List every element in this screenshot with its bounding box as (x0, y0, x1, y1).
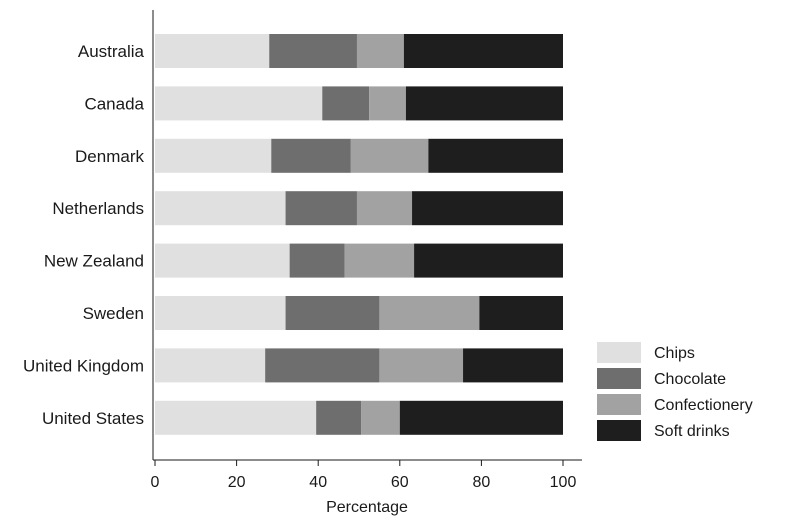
bar-segment (405, 86, 563, 121)
bar-segment (155, 138, 272, 173)
bar-segment (379, 296, 480, 330)
bar-segment (414, 243, 563, 278)
bar-segment (463, 348, 563, 383)
bar-segment (412, 191, 563, 226)
category-label: Sweden (83, 304, 144, 323)
bar-segment (399, 400, 563, 435)
bar-segment (271, 138, 351, 173)
category-label: Canada (84, 94, 144, 113)
bar-segment (155, 86, 323, 121)
legend-swatch (597, 420, 641, 441)
legend-label: Chocolate (654, 371, 726, 388)
bar-segment (316, 400, 362, 435)
category-labels: Australia Canada Denmark Netherlands New Zea… (23, 42, 145, 428)
legend-swatch (597, 342, 641, 363)
category-label: New Zealand (44, 252, 144, 271)
x-tick-label: 0 (151, 474, 160, 491)
bar-segment (285, 191, 357, 226)
x-tick-label: 60 (391, 474, 409, 491)
category-label: Denmark (75, 147, 144, 166)
x-tick-label: 100 (550, 474, 577, 491)
bar-segment (265, 348, 380, 383)
bar-segment (403, 34, 563, 68)
category-label: United Kingdom (23, 356, 144, 375)
bar-segment (361, 400, 400, 435)
x-axis-ticks: 0 20 40 60 80 100 (151, 460, 577, 491)
bar-segment (428, 138, 563, 173)
x-tick-label: 20 (228, 474, 246, 491)
legend: Chips Chocolate Confectionery Soft drinks (597, 342, 753, 441)
category-label: United States (42, 409, 144, 428)
bar-segment (479, 296, 563, 330)
bar-segment (155, 34, 270, 68)
x-axis-title: Percentage (326, 499, 408, 516)
x-tick-label: 40 (309, 474, 327, 491)
legend-label: Chips (654, 345, 695, 362)
legend-label: Soft drinks (654, 423, 730, 440)
bar-segment (289, 243, 345, 278)
legend-swatch (597, 394, 641, 415)
bar-segment (155, 243, 290, 278)
bar-segment (344, 243, 415, 278)
bar-segment (356, 191, 413, 226)
category-label: Australia (78, 42, 145, 61)
bar-segment (285, 296, 380, 330)
bar-segment (155, 296, 286, 330)
bar-segment (369, 86, 406, 121)
bar-segment (350, 138, 429, 173)
bar-segment (155, 348, 266, 383)
bar-segment (379, 348, 464, 383)
bar-segment (155, 400, 317, 435)
bar-segment (322, 86, 370, 121)
bars-group (155, 34, 563, 435)
bar-segment (155, 191, 286, 226)
legend-swatch (597, 368, 641, 389)
category-label: Netherlands (52, 199, 144, 218)
legend-label: Confectionery (654, 397, 753, 414)
bar-segment (269, 34, 357, 68)
x-tick-label: 80 (473, 474, 491, 491)
bar-segment (356, 34, 404, 68)
